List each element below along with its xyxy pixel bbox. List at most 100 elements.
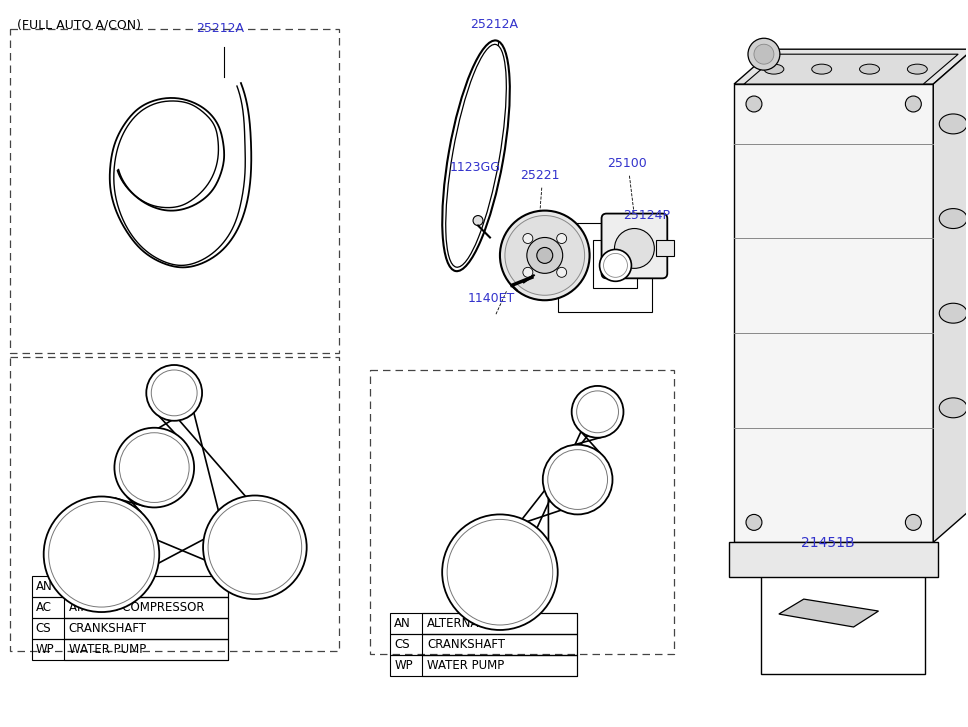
Text: CS: CS (36, 622, 51, 635)
Circle shape (473, 216, 483, 225)
Bar (32, 597, 228, 618)
Circle shape (146, 365, 202, 421)
Polygon shape (734, 49, 968, 84)
Text: 25100: 25100 (608, 157, 648, 169)
Bar (761, 545, 925, 570)
Circle shape (548, 450, 608, 510)
Circle shape (577, 391, 619, 433)
Text: AN: AN (394, 617, 411, 630)
Bar (10, 357, 339, 651)
Bar (761, 570, 925, 674)
Text: CS: CS (394, 638, 410, 651)
Bar (32, 639, 228, 660)
Polygon shape (744, 55, 958, 84)
Bar (371, 370, 675, 654)
Ellipse shape (939, 209, 967, 228)
Bar (592, 241, 637, 289)
Bar (64, 597, 228, 618)
Bar (558, 222, 652, 312)
Circle shape (208, 500, 302, 594)
Circle shape (499, 211, 590, 300)
Circle shape (44, 497, 160, 612)
Circle shape (748, 39, 780, 70)
Bar (390, 655, 577, 676)
Text: AN: AN (36, 580, 52, 593)
Bar (64, 577, 228, 597)
Circle shape (523, 268, 532, 277)
Circle shape (754, 44, 773, 64)
Polygon shape (933, 49, 968, 542)
Circle shape (537, 247, 553, 263)
Circle shape (557, 268, 566, 277)
Bar (734, 84, 933, 542)
Text: CS: CS (91, 547, 111, 562)
Circle shape (48, 502, 154, 607)
Circle shape (442, 515, 558, 630)
FancyBboxPatch shape (601, 214, 667, 278)
Text: 21451B: 21451B (801, 537, 855, 550)
Ellipse shape (907, 64, 927, 74)
Bar (32, 577, 228, 597)
Text: ALTERNATOR: ALTERNATOR (69, 580, 145, 593)
Bar (422, 655, 577, 676)
Text: WATER PUMP: WATER PUMP (69, 643, 146, 656)
Text: 25221: 25221 (520, 169, 560, 182)
Circle shape (151, 370, 197, 416)
Bar (390, 613, 577, 634)
Text: 25212A: 25212A (197, 23, 244, 35)
Circle shape (905, 96, 922, 112)
Ellipse shape (939, 114, 967, 134)
Circle shape (527, 238, 562, 273)
Circle shape (746, 96, 762, 112)
Text: 25212A: 25212A (470, 18, 518, 31)
Circle shape (599, 249, 631, 281)
Bar (64, 639, 228, 660)
Bar (422, 613, 577, 634)
Ellipse shape (939, 398, 967, 418)
Text: AC: AC (36, 601, 51, 614)
Bar (10, 29, 339, 353)
Ellipse shape (764, 64, 784, 74)
Circle shape (114, 427, 195, 507)
Polygon shape (779, 599, 879, 627)
Ellipse shape (860, 64, 880, 74)
Text: 1140ET: 1140ET (469, 292, 515, 305)
Text: WATER PUMP: WATER PUMP (427, 659, 504, 672)
Text: CRANKSHAFT: CRANKSHAFT (69, 622, 146, 635)
Ellipse shape (445, 44, 506, 268)
Bar (656, 241, 675, 257)
Circle shape (557, 233, 566, 244)
Circle shape (572, 386, 623, 438)
Circle shape (905, 515, 922, 531)
Text: WP: WP (144, 461, 165, 474)
Text: 1123GG: 1123GG (450, 161, 501, 174)
Text: CS: CS (490, 565, 510, 579)
Text: ALTERNATOR: ALTERNATOR (427, 617, 503, 630)
Text: (FULL AUTO A/CON): (FULL AUTO A/CON) (16, 18, 140, 31)
Text: AC: AC (245, 539, 265, 555)
Circle shape (615, 228, 654, 268)
Polygon shape (729, 542, 938, 577)
Circle shape (447, 519, 553, 625)
Bar (422, 634, 577, 655)
Circle shape (543, 445, 613, 515)
Ellipse shape (812, 64, 832, 74)
Bar (64, 618, 228, 639)
Bar (32, 618, 228, 639)
Circle shape (119, 433, 189, 502)
Circle shape (746, 515, 762, 531)
Text: WP: WP (394, 659, 413, 672)
Text: WP: WP (567, 473, 588, 486)
Circle shape (203, 496, 307, 599)
Bar (390, 634, 577, 655)
Bar (761, 545, 925, 570)
Circle shape (505, 216, 585, 295)
Circle shape (603, 254, 627, 277)
Ellipse shape (939, 303, 967, 324)
Text: AN: AN (589, 406, 607, 418)
Text: AIR CON COMPRESSOR: AIR CON COMPRESSOR (69, 601, 204, 614)
Circle shape (523, 233, 532, 244)
Text: WP: WP (36, 643, 54, 656)
Text: 25124P: 25124P (623, 209, 671, 222)
Text: CRANKSHAFT: CRANKSHAFT (427, 638, 505, 651)
